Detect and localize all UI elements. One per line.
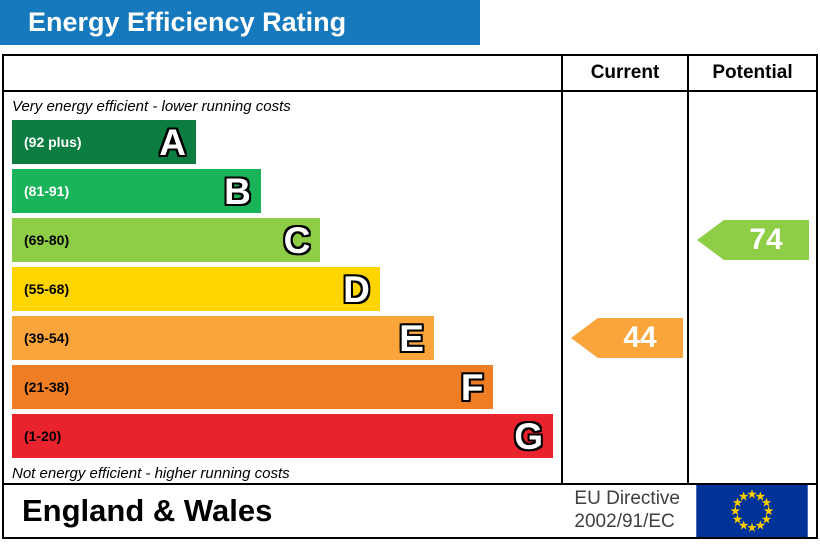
rating-band-d: (55-68) D	[12, 267, 380, 311]
band-letter: G	[514, 415, 543, 457]
top-note: Very energy efficient - lower running co…	[12, 98, 291, 115]
band-letter: F	[460, 366, 484, 408]
rating-band-c: (69-80) C	[12, 218, 321, 262]
band-letter: E	[399, 317, 424, 359]
rating-band-g: (1-20) G	[12, 414, 553, 458]
title-bar: Energy Efficiency Rating	[0, 0, 480, 45]
current-rating-value: 44	[623, 321, 657, 354]
band-range: (39-54)	[24, 330, 70, 346]
header-spacer	[4, 56, 561, 90]
band-range: (21-38)	[24, 379, 70, 395]
eu-directive-label: EU Directive 2002/91/EC	[574, 488, 680, 534]
chart-body: Very energy efficient - lower running co…	[4, 92, 816, 483]
region-label: England & Wales	[22, 493, 273, 528]
rating-band-a: (92 plus) A	[12, 120, 196, 164]
band-range: (69-80)	[24, 232, 70, 248]
band-letter: C	[283, 219, 311, 261]
band-range: (55-68)	[24, 281, 70, 297]
epc-band-chart: Very energy efficient - lower running co…	[4, 92, 561, 483]
band-range: (81-91)	[24, 183, 70, 199]
current-rating-arrow: 44	[571, 318, 683, 358]
potential-column-header: Potential	[687, 56, 816, 90]
eu-directive-line1: EU Directive	[574, 488, 680, 510]
current-column-header: Current	[561, 56, 687, 90]
band-letter: D	[343, 268, 370, 310]
band-letter: A	[159, 121, 186, 163]
epc-chart-box: Current Potential Very energy efficient …	[2, 54, 818, 539]
bottom-note: Not energy efficient - higher running co…	[12, 465, 290, 482]
eu-directive-line2: 2002/91/EC	[574, 511, 675, 532]
rating-band-f: (21-38) F	[12, 365, 494, 409]
potential-rating-value: 74	[749, 223, 783, 256]
rating-band-e: (39-54) E	[12, 316, 434, 360]
rating-band-b: (81-91) B	[12, 169, 261, 213]
eu-flag-icon	[696, 485, 808, 537]
page-title: Energy Efficiency Rating	[28, 7, 347, 37]
current-column: 44	[561, 92, 687, 483]
band-range: (1-20)	[24, 428, 62, 444]
column-header-row: Current Potential	[4, 56, 816, 92]
footer: England & Wales EU Directive 2002/91/EC	[4, 483, 816, 537]
band-letter: B	[224, 170, 251, 212]
potential-rating-arrow: 74	[697, 220, 809, 260]
band-range: (92 plus)	[24, 134, 82, 150]
potential-column: 74	[687, 92, 816, 483]
